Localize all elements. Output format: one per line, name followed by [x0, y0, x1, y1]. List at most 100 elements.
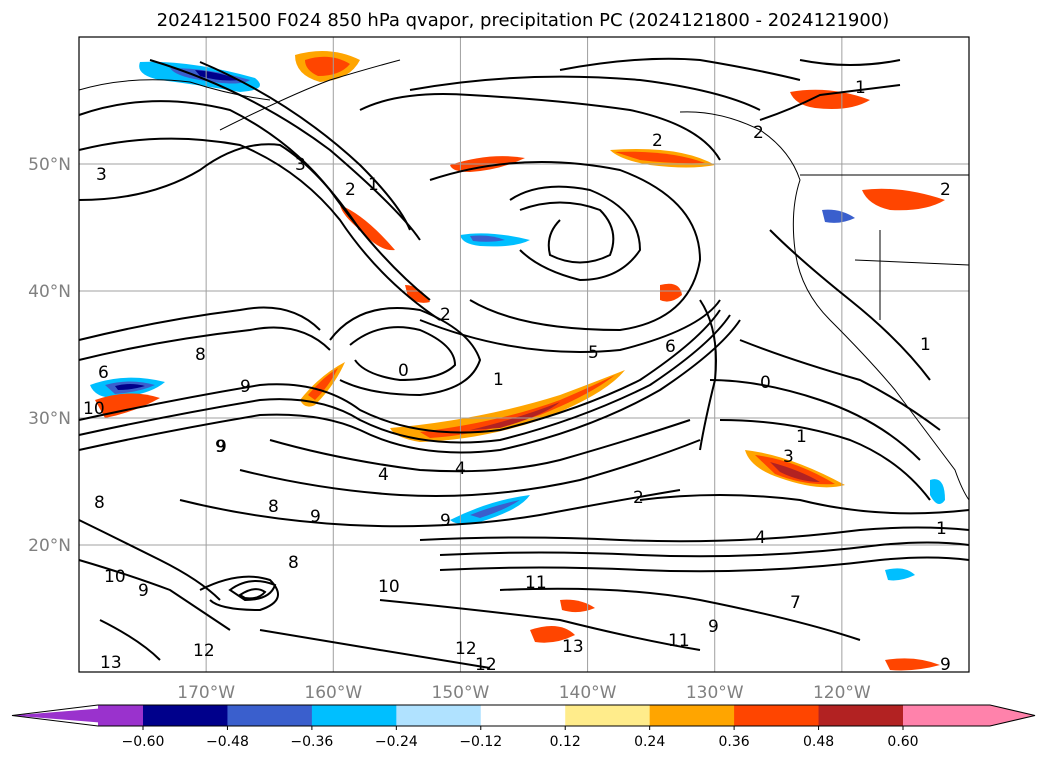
- shade-coast-red: [862, 188, 945, 211]
- contour-labels: 1 2 3 3 2 1 2 2 0 1 5 6 6 9 10 8 9 4 4 9…: [83, 78, 951, 675]
- contour-line: [99, 619, 161, 661]
- contour-label: 9: [216, 437, 227, 457]
- lat-tick-label: 30°N: [28, 409, 71, 429]
- colorbar-extend-max: [990, 705, 1035, 726]
- contour-line: [78, 326, 331, 361]
- contour-line: [349, 326, 457, 382]
- colorbar-swatch: [143, 705, 228, 726]
- lon-tick-label: 160°W: [304, 683, 362, 703]
- qvapor-contours: [78, 57, 970, 669]
- precipitation-shading: [90, 51, 945, 671]
- shade-sub-east-red: [755, 455, 835, 485]
- contour-line: [419, 526, 970, 543]
- shade-subtrop-blue-mid: [470, 500, 520, 518]
- shade-loop-red: [308, 368, 338, 400]
- contour-label: 8: [268, 497, 279, 517]
- contour-line: [78, 314, 731, 444]
- contour-line: [699, 299, 717, 451]
- colorbar-tick-label: 0.48: [803, 734, 834, 750]
- colorbar-swatch: [311, 705, 397, 726]
- shade-west-red: [95, 393, 160, 418]
- coastlines: [78, 59, 970, 501]
- contour-line: [709, 379, 921, 461]
- contour-label: 6: [98, 363, 109, 383]
- contour-label: 3: [96, 165, 107, 185]
- contour-label: 9: [440, 511, 451, 531]
- contour-label: 9: [240, 377, 251, 397]
- contour-label: 3: [295, 155, 306, 175]
- contour-line: [78, 306, 321, 341]
- shade-north-red: [305, 56, 350, 76]
- contour-label: 10: [83, 399, 105, 419]
- contour-label: 9: [215, 437, 226, 457]
- contour-line: [228, 580, 277, 602]
- contour-label: 8: [288, 553, 299, 573]
- colorbar-tick-label: −0.24: [375, 734, 418, 750]
- lat-tick-label: 40°N: [28, 282, 71, 302]
- colorbar-tick-label: 0.12: [550, 734, 581, 750]
- contour-label: 2: [633, 488, 644, 508]
- contour-label: 2: [940, 180, 951, 200]
- longitude-labels: 170°W 160°W 150°W 140°W 130°W 120°W: [177, 683, 871, 703]
- state-borders: [800, 174, 970, 320]
- lat-tick-label: 50°N: [28, 155, 71, 175]
- contour-line: [78, 559, 231, 631]
- contour-label: 8: [94, 493, 105, 513]
- contour-line: [78, 309, 721, 434]
- shade-gulf-ak-red: [790, 89, 870, 109]
- shade-midpac-blue-mid: [470, 235, 505, 242]
- colorbar-tick-label: −0.36: [290, 734, 333, 750]
- lat-tick-label: 20°N: [28, 536, 71, 556]
- shade-diag-red: [340, 205, 395, 251]
- contour-label: 2: [345, 180, 356, 200]
- contour-line: [799, 59, 901, 66]
- contour-line: [359, 93, 721, 161]
- contour-label: 4: [755, 528, 766, 548]
- contour-line: [269, 419, 691, 473]
- colorbar-swatch: [480, 705, 566, 726]
- colorbar-tick-label: 0.60: [887, 734, 918, 750]
- shade-east-red: [660, 283, 682, 302]
- shade-coast-blue: [822, 209, 855, 223]
- contour-line: [439, 556, 970, 573]
- colorbar-tick-label: −0.60: [122, 734, 165, 750]
- colorbar-swatch: [565, 705, 651, 726]
- contour-label: 7: [790, 593, 801, 613]
- contour-label: 12: [475, 655, 497, 675]
- colorbar-swatch: [903, 705, 990, 726]
- colorbar-tick-label: −0.12: [459, 734, 502, 750]
- colorbar-swatch: [227, 705, 313, 726]
- contour-label: 1: [855, 78, 866, 98]
- colorbar-tick-label: 0.36: [719, 734, 750, 750]
- contour-line: [78, 100, 431, 301]
- contour-label: 9: [708, 617, 719, 637]
- contour-line: [419, 299, 721, 353]
- contour-line: [429, 161, 702, 332]
- shade-sw-blue: [885, 568, 915, 581]
- contour-label: 1: [920, 335, 931, 355]
- contour-label: 2: [753, 123, 764, 143]
- contour-label: 5: [588, 343, 599, 363]
- contour-label: 2: [440, 305, 451, 325]
- contour-label: 12: [455, 639, 477, 659]
- na-west-coast: [679, 111, 970, 501]
- lon-tick-label: 120°W: [813, 683, 871, 703]
- contour-line: [559, 57, 801, 81]
- contour-line: [78, 137, 441, 321]
- shade-front-orange: [390, 370, 625, 442]
- shade-south-red: [530, 626, 575, 643]
- contour-label: 0: [760, 373, 771, 393]
- lon-tick-label: 130°W: [686, 683, 744, 703]
- contour-label: 8: [195, 345, 206, 365]
- contour-line: [239, 439, 701, 497]
- contour-line: [759, 84, 901, 121]
- colorbar: −0.60 −0.48 −0.36 −0.24 −0.12 0.12 0.24 0.36 0.4…: [11, 704, 1036, 750]
- contour-label: 11: [668, 631, 690, 651]
- lon-tick-label: 150°W: [432, 683, 490, 703]
- contour-line: [379, 599, 701, 651]
- contour-label: 1: [368, 175, 379, 195]
- contour-line: [499, 587, 861, 641]
- contour-line: [519, 201, 615, 264]
- contour-line: [329, 307, 482, 397]
- colorbar-tick-label: −0.48: [206, 734, 249, 750]
